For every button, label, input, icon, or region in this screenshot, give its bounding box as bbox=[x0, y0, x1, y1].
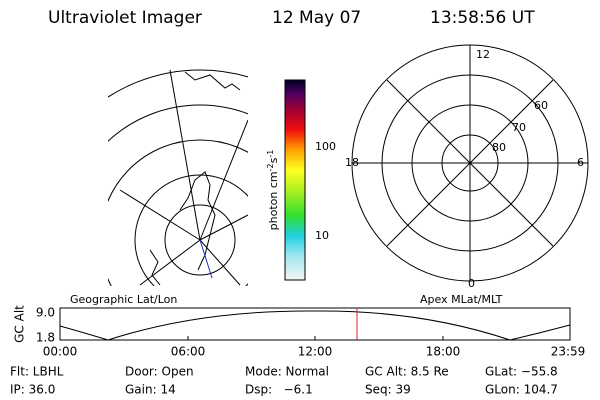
time: 13:58:56 UT bbox=[430, 8, 535, 28]
x-tick-label: 00:00 bbox=[43, 345, 78, 359]
polar-label: 6 bbox=[577, 156, 584, 169]
polar-label: 12 bbox=[476, 48, 490, 61]
footer-field: Flt: LBHL bbox=[10, 365, 64, 379]
x-tick-label: 12:00 bbox=[298, 345, 333, 359]
y-tick-label: 1.8 bbox=[36, 331, 55, 345]
polar-label: 70 bbox=[512, 121, 526, 134]
x-tick-label: 18:00 bbox=[426, 345, 461, 359]
polar-label: 0 bbox=[468, 277, 475, 290]
y-tick-label: 9.0 bbox=[36, 306, 55, 320]
plot-title-right: Apex MLat/MLT bbox=[420, 293, 503, 306]
title: Ultraviolet Imager bbox=[48, 8, 202, 28]
x-tick-label: 23:59 bbox=[551, 345, 586, 359]
polar-label: 18 bbox=[345, 156, 359, 169]
footer: Flt: LBHL Door: Open Mode: Normal GC Alt: 8… bbox=[10, 365, 558, 397]
x-ticks bbox=[187, 336, 444, 340]
footer-field: Gain: 14 bbox=[125, 383, 176, 397]
x-tick-label: 06:00 bbox=[171, 345, 206, 359]
footer-field: IP: 36.0 bbox=[10, 383, 55, 397]
footer-field: Mode: Normal bbox=[245, 365, 329, 379]
footer-field: Dsp: −6.1 bbox=[245, 383, 313, 397]
polar-label: 80 bbox=[492, 141, 506, 154]
polar-label: 60 bbox=[534, 99, 548, 112]
polar-grid bbox=[351, 44, 589, 282]
colorbar-tick: 10 bbox=[315, 229, 329, 242]
colorbar-label: photon cm-2s-1 bbox=[266, 150, 281, 231]
colorbar bbox=[284, 79, 306, 281]
plot-title-left: Geographic Lat/Lon bbox=[70, 293, 177, 306]
footer-field: GLat: −55.8 bbox=[485, 365, 558, 379]
altitude-curve bbox=[59, 310, 571, 341]
colorbar-tick: 100 bbox=[315, 140, 336, 153]
map bbox=[108, 69, 248, 286]
footer-field: Seq: 39 bbox=[365, 383, 411, 397]
footer-field: GLon: 104.7 bbox=[485, 383, 558, 397]
y-label: GC Alt bbox=[13, 305, 27, 343]
date: 12 May 07 bbox=[272, 8, 361, 28]
footer-field: GC Alt: 8.5 Re bbox=[365, 365, 449, 379]
footer-field: Door: Open bbox=[125, 365, 194, 379]
